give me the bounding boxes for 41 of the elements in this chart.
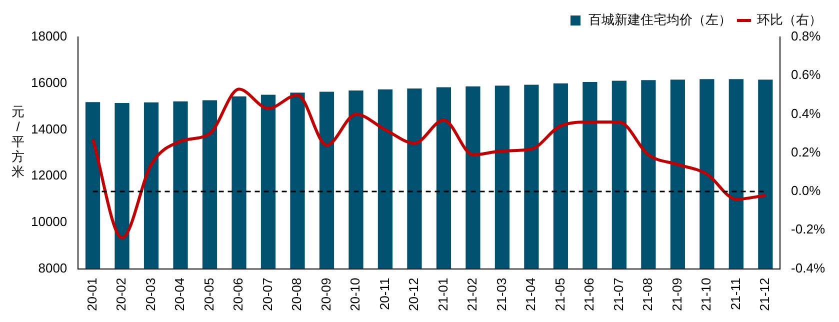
x-tick-label: 20-10	[348, 278, 363, 311]
x-tick-label: 21-02	[464, 278, 480, 311]
x-tick-label: 20-11	[376, 278, 392, 310]
y-axis-title: 元/平方米	[12, 104, 24, 178]
x-tick-label: 21-10	[698, 278, 714, 311]
y2-tick-label: -0.4%	[791, 260, 826, 276]
y2-tick-label: 0.8%	[791, 28, 822, 44]
x-tick-label: 20-03	[142, 278, 158, 311]
legend-label: 百城新建住宅均价（左）	[588, 12, 732, 28]
x-tick-label: 21-09	[669, 278, 684, 311]
line-series	[91, 88, 767, 240]
y-tick-label: 8000	[38, 260, 68, 276]
legend-label: 环比（右）	[757, 12, 822, 28]
y2-tick-label: 0.6%	[791, 67, 822, 82]
x-tick-label: 21-11	[728, 278, 743, 310]
x-tick-label: 20-02	[114, 278, 129, 311]
x-tick-label: 21-04	[523, 278, 538, 311]
y-tick-label: 18000	[30, 28, 68, 44]
x-tick-label: 20-06	[230, 278, 246, 311]
x-tick-label: 20-12	[406, 278, 422, 311]
y-tick-label: 12000	[30, 168, 68, 183]
x-tick-label: 20-09	[318, 278, 334, 311]
y2-tick-label: -0.2%	[791, 222, 826, 237]
x-tick-label: 21-05	[552, 278, 568, 311]
x-tick-label: 21-06	[582, 278, 597, 311]
x-tick-label: 21-03	[494, 278, 509, 311]
x-tick-label: 21-01	[435, 278, 450, 311]
x-tick-label: 21-12	[756, 278, 772, 311]
y2-tick-label: 0.4%	[791, 106, 822, 121]
x-tick-label: 20-04	[172, 278, 188, 311]
y2-tick-label: 0.2%	[791, 144, 822, 160]
x-tick-label: 21-07	[610, 278, 626, 311]
x-tick-label: 20-07	[260, 278, 275, 311]
y2-tick-label: 0.0%	[791, 183, 822, 198]
y-tick-label: 16000	[30, 74, 68, 90]
x-tick-label: 21-08	[640, 278, 656, 311]
x-tick-label: 20-01	[84, 278, 100, 311]
x-tick-label: 20-08	[289, 278, 304, 311]
y-tick-label: 14000	[30, 121, 68, 136]
x-tick-label: 20-05	[201, 278, 216, 311]
y-tick-label: 10000	[30, 214, 68, 229]
